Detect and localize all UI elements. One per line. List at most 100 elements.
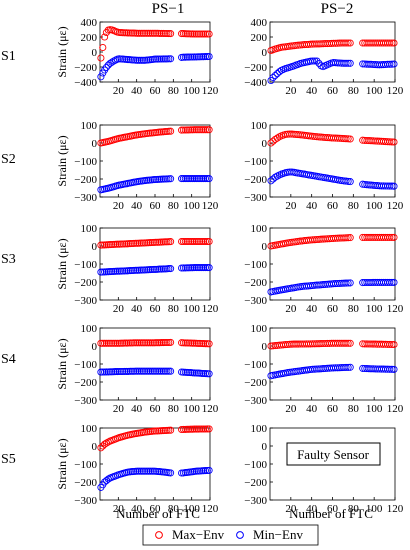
y-tick-label: −200 xyxy=(74,377,97,389)
faulty-sensor-panel: Faulty Sensor xyxy=(269,427,396,501)
data-point xyxy=(139,29,147,37)
data-point xyxy=(130,339,138,347)
y-tick-label: −300 xyxy=(244,192,267,204)
y-tick-label: −300 xyxy=(74,192,97,204)
data-point xyxy=(97,241,105,249)
x-tick-label: 80 xyxy=(168,85,180,97)
data-point xyxy=(390,278,398,286)
plot-frame xyxy=(269,21,396,83)
data-point xyxy=(386,60,394,68)
data-point xyxy=(110,339,118,347)
data-point xyxy=(390,182,398,190)
data-point xyxy=(200,264,208,272)
data-point xyxy=(198,237,206,246)
x-axis-label-ps1: Number of FTC xyxy=(116,506,200,521)
data-point xyxy=(185,126,193,134)
data-point xyxy=(196,30,204,38)
data-point xyxy=(102,439,110,447)
data-point xyxy=(113,240,121,248)
data-point xyxy=(203,175,211,183)
y-tick-label: 100 xyxy=(251,423,268,435)
data-point xyxy=(190,339,198,347)
data-point xyxy=(187,264,195,272)
data-point xyxy=(128,367,136,375)
x-tick-label: 20 xyxy=(285,85,297,97)
y-axis-label: Strain (με) xyxy=(55,135,69,186)
data-point xyxy=(137,29,145,37)
data-point xyxy=(139,56,147,64)
data-point xyxy=(194,175,202,183)
x-tick-label: 20 xyxy=(113,403,125,415)
data-point xyxy=(161,338,169,347)
data-point xyxy=(163,426,171,434)
data-point xyxy=(132,339,140,347)
data-point xyxy=(185,368,193,377)
data-point xyxy=(108,58,116,66)
data-point xyxy=(123,367,131,375)
row-label-s1: S1 xyxy=(1,49,16,64)
data-point xyxy=(167,238,175,246)
column-headers: PS−1 PS−2 xyxy=(152,1,354,17)
y-tick-label: −100 xyxy=(74,156,97,168)
data-point xyxy=(102,268,110,276)
data-point xyxy=(344,59,352,67)
data-point xyxy=(183,126,191,134)
y-tick-label: 0 xyxy=(262,441,268,453)
y-tick-label: −200 xyxy=(74,62,97,74)
y-tick-label: −100 xyxy=(244,459,267,471)
data-point xyxy=(108,339,116,347)
data-point xyxy=(137,367,145,375)
x-tick-label: 120 xyxy=(387,303,404,315)
data-point xyxy=(102,339,110,347)
x-tick-label: 100 xyxy=(366,85,383,97)
x-axis-labels: Number of FTC Number of FTC xyxy=(116,506,373,521)
data-point xyxy=(102,63,110,71)
data-point xyxy=(390,138,398,146)
data-point xyxy=(157,128,165,136)
data-point xyxy=(203,126,211,134)
data-point xyxy=(167,338,175,346)
data-point xyxy=(346,135,354,143)
data-point xyxy=(179,368,187,376)
data-point xyxy=(267,177,275,185)
data-point xyxy=(152,29,160,37)
data-point xyxy=(194,53,202,61)
data-point xyxy=(113,339,121,347)
data-point xyxy=(143,467,151,475)
panel-s3-ps2: 100 0 −100 −200 −300 20 40 60 80 100 120 xyxy=(244,223,403,315)
series-min-env xyxy=(267,57,398,85)
data-point xyxy=(135,339,143,347)
x-tick-label: 40 xyxy=(131,303,143,315)
data-point xyxy=(192,126,200,134)
data-point xyxy=(201,340,209,348)
data-point xyxy=(157,29,165,37)
data-point xyxy=(115,367,123,376)
data-point xyxy=(187,30,195,38)
data-point xyxy=(148,467,156,475)
data-point xyxy=(135,239,143,247)
data-point xyxy=(113,368,121,376)
x-tick-label: 40 xyxy=(306,503,318,515)
y-tick-label: −200 xyxy=(74,174,97,186)
data-point xyxy=(108,240,116,249)
data-point xyxy=(196,264,204,272)
x-tick-label: 100 xyxy=(366,503,383,515)
x-tick-label: 80 xyxy=(168,200,180,212)
data-point xyxy=(179,339,187,347)
data-point xyxy=(346,234,354,242)
data-point xyxy=(205,425,213,433)
data-point xyxy=(201,175,209,183)
data-point xyxy=(163,29,171,38)
data-point xyxy=(201,425,209,433)
data-point xyxy=(201,370,209,378)
data-point xyxy=(119,339,127,347)
series-min-env xyxy=(97,264,213,276)
x-tick-label: 120 xyxy=(387,200,404,212)
data-point xyxy=(205,30,213,38)
x-tick-label: 100 xyxy=(366,403,383,415)
y-tick-label: 0 xyxy=(92,241,98,253)
plot-frame xyxy=(99,327,211,401)
data-point xyxy=(159,265,167,273)
